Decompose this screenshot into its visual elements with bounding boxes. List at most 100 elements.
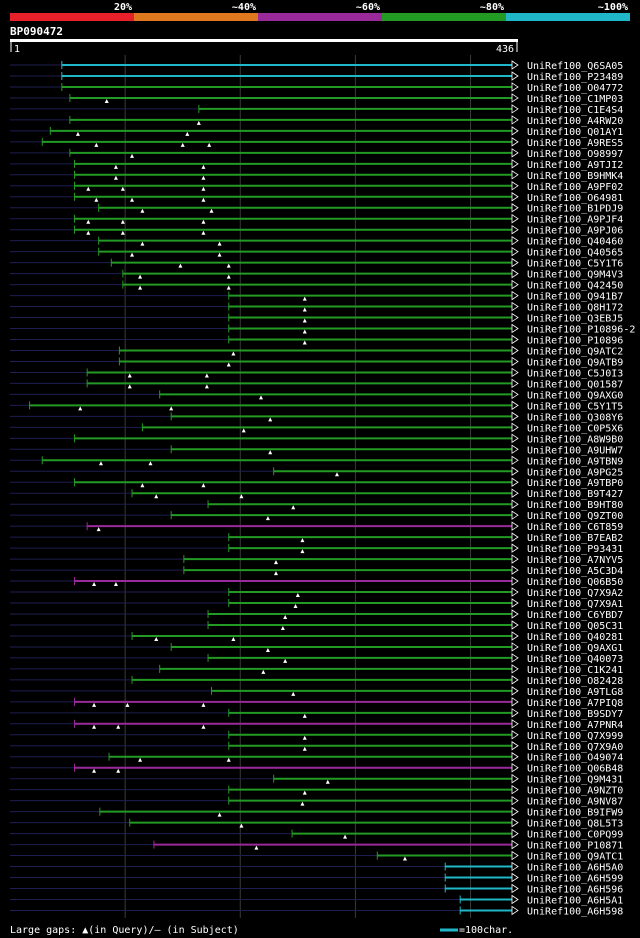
hit-label[interactable]: UniRef100_A9UHW7 (527, 445, 623, 456)
hit-label[interactable]: UniRef100_B9HT80 (527, 500, 623, 511)
hit-row[interactable]: UniRef100_A9PF02 (10, 181, 623, 193)
hit-label[interactable]: UniRef100_O49074 (527, 753, 623, 764)
hit-label[interactable]: UniRef100_Q941B7 (527, 292, 623, 303)
hit-label[interactable]: UniRef100_Q8H172 (527, 303, 623, 314)
hit-row[interactable]: UniRef100_Q941B7 (10, 290, 623, 303)
hit-row[interactable]: UniRef100_Q42450 (10, 279, 623, 292)
hit-row[interactable]: UniRef100_Q06B48 (10, 762, 623, 775)
hit-row[interactable]: UniRef100_Q9ZT00 (10, 510, 623, 522)
hit-label[interactable]: UniRef100_A7NYV5 (527, 555, 623, 566)
hit-label[interactable]: UniRef100_Q6SA05 (527, 61, 623, 72)
hit-label[interactable]: UniRef100_O98997 (527, 149, 623, 160)
hit-label[interactable]: UniRef100_C5J0I3 (527, 368, 623, 379)
hit-label[interactable]: UniRef100_A6H5A0 (527, 863, 623, 874)
hit-label[interactable]: UniRef100_A9RES5 (527, 138, 623, 149)
hit-label[interactable]: UniRef100_Q9ATC1 (527, 852, 623, 863)
hit-label[interactable]: UniRef100_B9IFW9 (527, 808, 623, 819)
hit-row[interactable]: UniRef100_Q06B50 (10, 576, 623, 588)
hit-label[interactable]: UniRef100_C1E4S4 (527, 105, 623, 116)
hit-label[interactable]: UniRef100_Q05C31 (527, 621, 623, 632)
hit-label[interactable]: UniRef100_A9PF02 (527, 182, 623, 193)
hit-row[interactable]: UniRef100_A9TBP0 (10, 477, 623, 489)
hit-row[interactable]: UniRef100_Q7X999 (10, 730, 623, 742)
hit-row[interactable]: UniRef100_B9SDY7 (10, 708, 623, 720)
hit-label[interactable]: UniRef100_A6H599 (527, 874, 623, 885)
hit-label[interactable]: UniRef100_A7PNR4 (527, 720, 623, 731)
hit-row[interactable]: UniRef100_A6H598 (10, 905, 623, 917)
hit-label[interactable]: UniRef100_Q9AXG1 (527, 643, 623, 654)
hit-row[interactable]: UniRef100_A9TBN9 (10, 455, 623, 467)
hit-row[interactable]: UniRef100_A6H5A0 (10, 861, 623, 874)
hit-label[interactable]: UniRef100_C6YBD7 (527, 610, 623, 621)
hit-label[interactable]: UniRef100_Q9ATC2 (527, 346, 623, 357)
hit-label[interactable]: UniRef100_A9PJF4 (527, 215, 623, 226)
hit-label[interactable]: UniRef100_Q9M431 (527, 775, 623, 786)
hit-label[interactable]: UniRef100_A6H596 (527, 885, 623, 896)
hit-label[interactable]: UniRef100_Q308Y6 (527, 412, 623, 423)
hit-row[interactable]: UniRef100_O98997 (10, 148, 623, 160)
hit-label[interactable]: UniRef100_A9TLG8 (527, 687, 623, 698)
hit-row[interactable]: UniRef100_P93431 (10, 543, 623, 555)
hit-label[interactable]: UniRef100_A9TBN9 (527, 456, 623, 467)
hit-row[interactable]: UniRef100_A9TLG8 (10, 686, 623, 698)
hit-label[interactable]: UniRef100_Q7X9A0 (527, 742, 623, 753)
hit-row[interactable]: UniRef100_Q9M4V3 (10, 268, 623, 281)
hit-row[interactable]: UniRef100_Q9M431 (10, 773, 623, 786)
hit-row[interactable]: UniRef100_B9IFW9 (10, 806, 623, 819)
hit-row[interactable]: UniRef100_O64981 (10, 192, 623, 204)
hit-row[interactable]: UniRef100_A9UHW7 (10, 444, 623, 456)
hit-label[interactable]: UniRef100_Q01587 (527, 379, 623, 390)
hit-label[interactable]: UniRef100_A5C3D4 (527, 566, 623, 577)
hit-row[interactable]: UniRef100_B1PDJ9 (10, 202, 623, 215)
hit-label[interactable]: UniRef100_A9TJI2 (527, 160, 623, 171)
hit-row[interactable]: UniRef100_Q9AXG1 (10, 642, 623, 654)
hit-row[interactable]: UniRef100_Q01AY1 (10, 126, 623, 138)
hit-label[interactable]: UniRef100_O82428 (527, 676, 623, 687)
hit-row[interactable]: UniRef100_Q7X9A2 (10, 587, 623, 599)
hit-row[interactable]: UniRef100_A6H599 (10, 872, 623, 885)
hit-row[interactable]: UniRef100_Q308Y6 (10, 411, 623, 423)
hit-label[interactable]: UniRef100_B1PDJ9 (527, 204, 623, 215)
hit-row[interactable]: UniRef100_A6H596 (10, 883, 623, 896)
hit-row[interactable]: UniRef100_Q40073 (10, 653, 623, 665)
hit-label[interactable]: UniRef100_Q40073 (527, 654, 623, 665)
hit-label[interactable]: UniRef100_A9NZT0 (527, 786, 623, 797)
hit-row[interactable]: UniRef100_A6H5A1 (10, 894, 623, 906)
hit-row[interactable]: UniRef100_P10896 (10, 334, 623, 347)
hit-label[interactable]: UniRef100_C1MP03 (527, 94, 623, 105)
hit-row[interactable]: UniRef100_Q9AXG0 (10, 389, 623, 401)
hit-label[interactable]: UniRef100_C0P5X6 (527, 423, 623, 434)
hit-row[interactable]: UniRef100_A9PG25 (10, 466, 623, 478)
hit-row[interactable]: UniRef100_A8W9B0 (10, 433, 623, 445)
hit-row[interactable]: UniRef100_Q8L5T3 (10, 817, 623, 830)
hit-row[interactable]: UniRef100_P23489 (10, 71, 623, 83)
hit-row[interactable]: UniRef100_C0P5X6 (10, 422, 623, 434)
hit-row[interactable]: UniRef100_C5Y1T6 (10, 257, 623, 270)
hit-row[interactable]: UniRef100_A9NZT0 (10, 784, 623, 797)
hit-label[interactable]: UniRef100_A9TBP0 (527, 478, 623, 489)
hit-row[interactable]: UniRef100_P10871 (10, 839, 623, 852)
hit-label[interactable]: UniRef100_Q06B48 (527, 764, 623, 775)
hit-label[interactable]: UniRef100_B7EAB2 (527, 533, 623, 544)
hit-label[interactable]: UniRef100_Q40565 (527, 248, 623, 259)
hit-row[interactable]: UniRef100_Q7X9A1 (10, 598, 623, 610)
hit-row[interactable]: UniRef100_Q7X9A0 (10, 741, 623, 753)
hit-label[interactable]: UniRef100_Q9ZT00 (527, 511, 623, 522)
hit-row[interactable]: UniRef100_Q6SA05 (10, 60, 623, 72)
hit-row[interactable]: UniRef100_Q40281 (10, 631, 623, 643)
hit-row[interactable]: UniRef100_A9NV87 (10, 795, 623, 808)
hit-row[interactable]: UniRef100_C1K241 (10, 664, 623, 676)
hit-label[interactable]: UniRef100_O04772 (527, 83, 623, 94)
hit-row[interactable]: UniRef100_A9RES5 (10, 137, 623, 149)
hit-label[interactable]: UniRef100_Q40460 (527, 237, 623, 248)
hit-label[interactable]: UniRef100_A9NV87 (527, 797, 623, 808)
hit-row[interactable]: UniRef100_Q3EBJ5 (10, 312, 623, 325)
hit-row[interactable]: UniRef100_B7EAB2 (10, 532, 623, 544)
hit-label[interactable]: UniRef100_A7PIQ8 (527, 698, 623, 709)
hit-row[interactable]: UniRef100_A5C3D4 (10, 565, 623, 577)
hit-row[interactable]: UniRef100_Q40565 (10, 246, 623, 259)
hit-label[interactable]: UniRef100_P10896 (527, 336, 623, 347)
hit-row[interactable]: UniRef100_B9HT80 (10, 499, 623, 511)
hit-row[interactable]: UniRef100_Q01587 (10, 378, 623, 390)
hit-label[interactable]: UniRef100_Q9ATB9 (527, 357, 623, 368)
